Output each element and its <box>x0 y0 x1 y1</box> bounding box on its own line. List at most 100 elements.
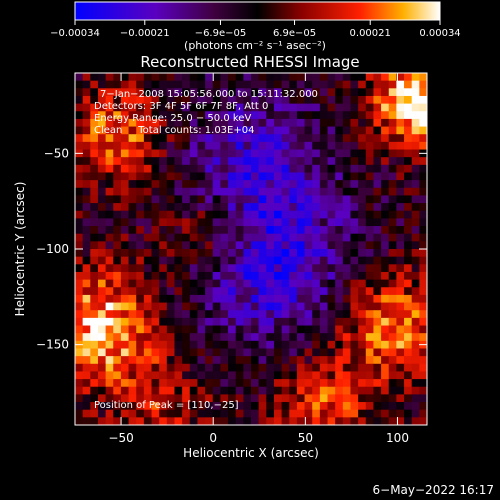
heatmap-cell <box>404 111 413 120</box>
heatmap-cell <box>404 394 413 403</box>
heatmap-cell <box>174 103 183 112</box>
heatmap-cell <box>136 241 145 250</box>
heatmap-cell <box>136 348 145 357</box>
heatmap-cell <box>289 149 298 158</box>
heatmap-cell <box>335 294 344 303</box>
heatmap-cell <box>97 103 107 112</box>
heatmap-cell <box>128 218 137 227</box>
heatmap-cell <box>82 126 91 135</box>
heatmap-cell <box>136 279 145 288</box>
heatmap-cell <box>174 386 183 395</box>
heatmap-cell <box>312 348 321 357</box>
heatmap-cell <box>365 394 374 403</box>
heatmap-cell <box>396 187 405 196</box>
heatmap-cell <box>228 264 237 273</box>
heatmap-cell <box>113 287 122 296</box>
heatmap-cell <box>128 302 137 311</box>
heatmap-cell <box>113 157 122 166</box>
heatmap-cell <box>120 134 129 143</box>
heatmap-cell <box>182 180 191 189</box>
heatmap-cell <box>228 203 237 212</box>
heatmap-cell <box>159 302 168 311</box>
heatmap-cell <box>197 126 206 135</box>
heatmap-cell <box>197 195 206 204</box>
heatmap-cell <box>159 210 168 219</box>
heatmap-cell <box>419 317 428 326</box>
heatmap-cell <box>205 333 214 342</box>
heatmap-cell <box>189 386 198 395</box>
heatmap-cell <box>319 356 328 365</box>
heatmap-cell <box>365 187 374 196</box>
heatmap-cells <box>75 73 428 426</box>
heatmap-cell <box>82 203 91 212</box>
heatmap-cell <box>220 394 229 403</box>
heatmap-cell <box>396 195 405 204</box>
heatmap-cell <box>128 187 137 196</box>
heatmap-cell <box>136 134 145 143</box>
heatmap-cell <box>251 241 260 250</box>
heatmap-cell <box>189 141 198 150</box>
heatmap-cell <box>228 103 237 112</box>
heatmap-cell <box>235 134 244 143</box>
heatmap-cell <box>166 103 175 112</box>
heatmap-cell <box>143 325 152 334</box>
heatmap-cell <box>197 226 206 235</box>
heatmap-cell <box>411 348 420 357</box>
heatmap-cell <box>258 141 267 150</box>
heatmap-cell <box>266 333 275 342</box>
heatmap-cell <box>251 172 260 181</box>
heatmap-cell <box>113 233 122 242</box>
heatmap-cell <box>189 195 198 204</box>
heatmap-cell <box>404 126 413 135</box>
heatmap-cell <box>373 180 382 189</box>
heatmap-cell <box>304 279 313 288</box>
heatmap-cell <box>75 73 84 82</box>
heatmap-cell <box>128 287 137 296</box>
heatmap-cell <box>235 287 244 296</box>
heatmap-cell <box>151 310 160 319</box>
heatmap-cell <box>159 118 168 127</box>
heatmap-cell <box>396 271 405 281</box>
heatmap-cell <box>350 394 359 403</box>
heatmap-cell <box>342 348 351 357</box>
heatmap-cell <box>136 386 145 395</box>
heatmap-cell <box>296 310 305 319</box>
heatmap-cell <box>151 256 160 265</box>
heatmap-cell <box>174 287 183 296</box>
heatmap-cell <box>342 363 351 372</box>
heatmap-cell <box>289 386 298 395</box>
heatmap-cell <box>304 317 313 326</box>
heatmap-cell <box>136 271 145 281</box>
x-tick-label: −50 <box>108 431 133 445</box>
heatmap-cell <box>228 172 237 181</box>
heatmap-cell <box>182 340 191 349</box>
heatmap-cell <box>273 363 283 372</box>
heatmap-cell <box>97 279 107 288</box>
heatmap-cell <box>404 157 413 166</box>
heatmap-cell <box>365 203 374 212</box>
heatmap-cell <box>342 402 351 411</box>
heatmap-cell <box>419 394 428 403</box>
heatmap-cell <box>335 417 344 426</box>
heatmap-cell <box>251 394 260 403</box>
heatmap-cell <box>335 73 344 82</box>
heatmap-cell <box>105 233 114 242</box>
heatmap-cell <box>82 118 91 127</box>
heatmap-cell <box>159 187 168 196</box>
heatmap-cell <box>120 241 129 250</box>
heatmap-cell <box>128 348 137 357</box>
heatmap-cell <box>105 302 114 311</box>
heatmap-cell <box>228 218 237 227</box>
heatmap-cell <box>304 394 313 403</box>
heatmap-cell <box>251 417 260 426</box>
heatmap-cell <box>75 249 84 258</box>
heatmap-cell <box>189 172 198 181</box>
heatmap-cell <box>411 95 420 105</box>
heatmap-cell <box>373 157 382 166</box>
heatmap-cell <box>258 103 267 112</box>
heatmap-cell <box>212 249 221 258</box>
heatmap-cell <box>404 340 413 349</box>
heatmap-cell <box>404 402 413 411</box>
heatmap-cell <box>136 157 145 166</box>
heatmap-cell <box>342 73 351 82</box>
